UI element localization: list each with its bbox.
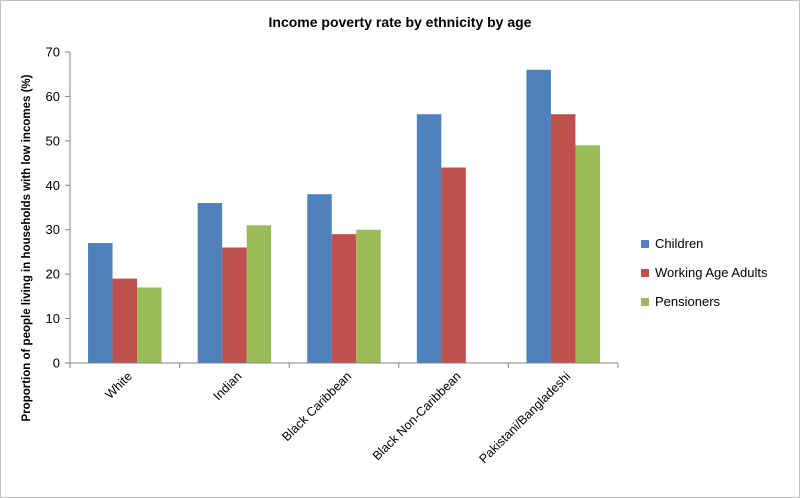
- bar-pensioners-pakistani-bangladeshi: [575, 145, 600, 363]
- bar-children-pakistani-bangladeshi: [526, 69, 551, 364]
- legend-label: Children: [655, 236, 704, 251]
- bar-pensioners-white: [137, 287, 162, 363]
- x-category-label: White: [102, 369, 135, 402]
- legend-item: Pensioners: [641, 287, 768, 316]
- bar-working-age-adults-pakistani-bangladeshi: [550, 114, 576, 363]
- legend-item: Children: [641, 229, 768, 258]
- y-tick-label: 70: [46, 45, 60, 60]
- bar-pensioners-black-caribbean: [356, 229, 381, 363]
- y-tick-label: 60: [46, 89, 60, 104]
- legend-label: Pensioners: [655, 294, 721, 309]
- legend-label: Working Age Adults: [655, 265, 768, 280]
- legend-swatch: [641, 239, 649, 248]
- bar-working-age-adults-indian: [222, 247, 247, 363]
- y-tick-label: 20: [46, 267, 60, 282]
- x-category-label: Black Caribbean: [279, 369, 354, 444]
- bar-working-age-adults-white: [112, 278, 138, 363]
- legend-item: Working Age Adults: [641, 258, 768, 287]
- y-tick-label: 10: [46, 311, 60, 326]
- x-category-label: Black Non-Caribbean: [370, 369, 464, 463]
- bar-children-black-non-caribbean: [416, 114, 442, 363]
- bar-working-age-adults-black-non-caribbean: [441, 167, 466, 363]
- legend-swatch: [641, 268, 649, 277]
- legend: Children Working Age Adults Pensioners: [641, 229, 768, 316]
- bar-pensioners-indian: [246, 225, 272, 363]
- legend-swatch: [641, 297, 649, 306]
- y-tick-label: 50: [46, 133, 60, 148]
- bar-children-indian: [197, 203, 223, 363]
- y-tick-label: 0: [53, 356, 60, 371]
- x-category-label: Pakistani/Bangladeshi: [476, 369, 573, 466]
- bar-working-age-adults-black-caribbean: [331, 234, 357, 363]
- bar-children-white: [88, 243, 113, 363]
- x-category-label: Indian: [211, 369, 245, 403]
- chart-title: Income poverty rate by ethnicity by age: [268, 14, 532, 30]
- y-tick-label: 40: [46, 178, 60, 193]
- bar-children-black-caribbean: [307, 194, 332, 363]
- y-tick-label: 30: [46, 222, 60, 237]
